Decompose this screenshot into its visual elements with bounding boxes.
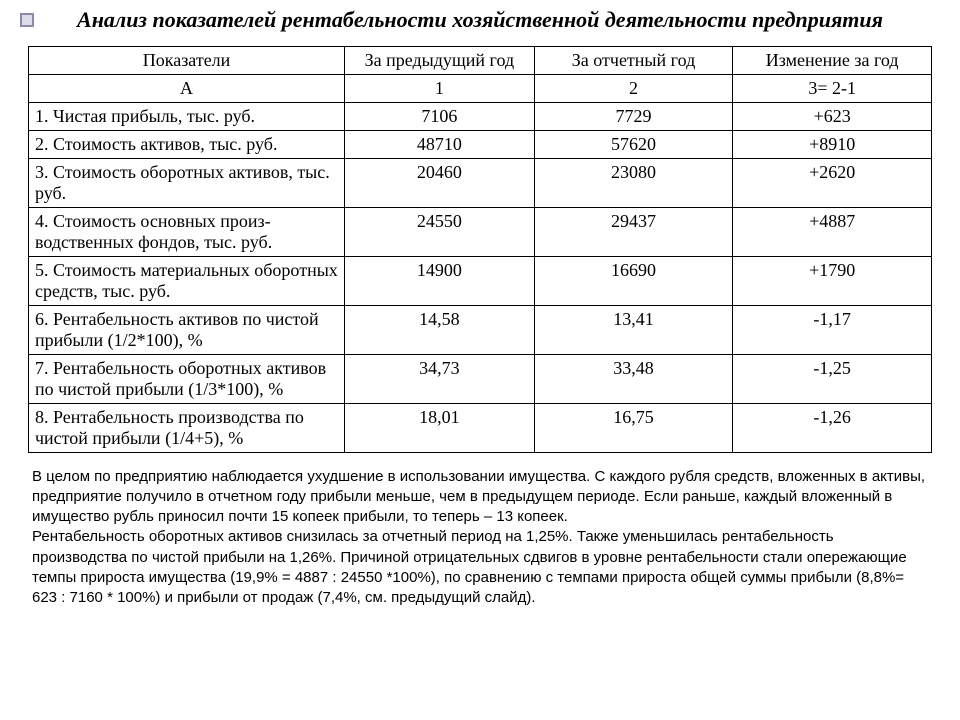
row-label: 3. Стоимость оборотных активов, тыс. руб… bbox=[29, 158, 345, 207]
row-label: 1. Чистая прибыль, тыс. руб. bbox=[29, 102, 345, 130]
col-header-indicator: Показатели bbox=[29, 46, 345, 74]
row-delta: +8910 bbox=[733, 130, 932, 158]
col-header-prev: За предыдущий год bbox=[345, 46, 535, 74]
table-row: 7. Рентабельность оборотных активов по ч… bbox=[29, 354, 932, 403]
col-header-delta: Изменение за год bbox=[733, 46, 932, 74]
row-curr: 13,41 bbox=[534, 305, 733, 354]
row-prev: 14,58 bbox=[345, 305, 535, 354]
row-prev: 20460 bbox=[345, 158, 535, 207]
row-label: 6. Рентабельность активов по чистой приб… bbox=[29, 305, 345, 354]
col-header-curr: За отчетный год bbox=[534, 46, 733, 74]
summary-paragraph-2: Рентабельность оборотных активов снизила… bbox=[32, 527, 928, 608]
subcol-a: А bbox=[29, 74, 345, 102]
row-prev: 14900 bbox=[345, 256, 535, 305]
row-delta: -1,17 bbox=[733, 305, 932, 354]
row-label: 8. Рентабельность производства по чистой… bbox=[29, 403, 345, 452]
row-label: 5. Стоимость материальных оборотных сред… bbox=[29, 256, 345, 305]
slide-bullet-icon bbox=[20, 13, 34, 27]
row-curr: 7729 bbox=[534, 102, 733, 130]
row-delta: -1,26 bbox=[733, 403, 932, 452]
subcol-2: 2 bbox=[534, 74, 733, 102]
table-row: 6. Рентабельность активов по чистой приб… bbox=[29, 305, 932, 354]
page-title: Анализ показателей рентабельности хозяйс… bbox=[0, 0, 960, 46]
table-container: Показатели За предыдущий год За отчетный… bbox=[0, 46, 960, 453]
subcol-1: 1 bbox=[345, 74, 535, 102]
table-row: 3. Стоимость оборотных активов, тыс. руб… bbox=[29, 158, 932, 207]
row-label: 4. Стоимость основных произ-водственных … bbox=[29, 207, 345, 256]
row-delta: +623 bbox=[733, 102, 932, 130]
table-subheader-row: А 1 2 3= 2-1 bbox=[29, 74, 932, 102]
row-delta: +1790 bbox=[733, 256, 932, 305]
row-prev: 18,01 bbox=[345, 403, 535, 452]
table-row: 8. Рентабельность производства по чистой… bbox=[29, 403, 932, 452]
summary-block: В целом по предприятию наблюдается ухудш… bbox=[0, 453, 960, 619]
profitability-table: Показатели За предыдущий год За отчетный… bbox=[28, 46, 932, 453]
row-prev: 24550 bbox=[345, 207, 535, 256]
table-row: 5. Стоимость материальных оборотных сред… bbox=[29, 256, 932, 305]
subcol-3: 3= 2-1 bbox=[733, 74, 932, 102]
row-label: 2. Стоимость активов, тыс. руб. bbox=[29, 130, 345, 158]
row-curr: 33,48 bbox=[534, 354, 733, 403]
row-prev: 7106 bbox=[345, 102, 535, 130]
row-prev: 34,73 bbox=[345, 354, 535, 403]
row-curr: 16,75 bbox=[534, 403, 733, 452]
summary-paragraph-1: В целом по предприятию наблюдается ухудш… bbox=[32, 467, 928, 528]
row-delta: +4887 bbox=[733, 207, 932, 256]
table-header-row: Показатели За предыдущий год За отчетный… bbox=[29, 46, 932, 74]
row-label: 7. Рентабельность оборотных активов по ч… bbox=[29, 354, 345, 403]
row-curr: 23080 bbox=[534, 158, 733, 207]
row-curr: 29437 bbox=[534, 207, 733, 256]
table-row: 1. Чистая прибыль, тыс. руб. 7106 7729 +… bbox=[29, 102, 932, 130]
row-prev: 48710 bbox=[345, 130, 535, 158]
table-row: 2. Стоимость активов, тыс. руб. 48710 57… bbox=[29, 130, 932, 158]
row-curr: 16690 bbox=[534, 256, 733, 305]
row-delta: -1,25 bbox=[733, 354, 932, 403]
row-curr: 57620 bbox=[534, 130, 733, 158]
table-row: 4. Стоимость основных произ-водственных … bbox=[29, 207, 932, 256]
row-delta: +2620 bbox=[733, 158, 932, 207]
